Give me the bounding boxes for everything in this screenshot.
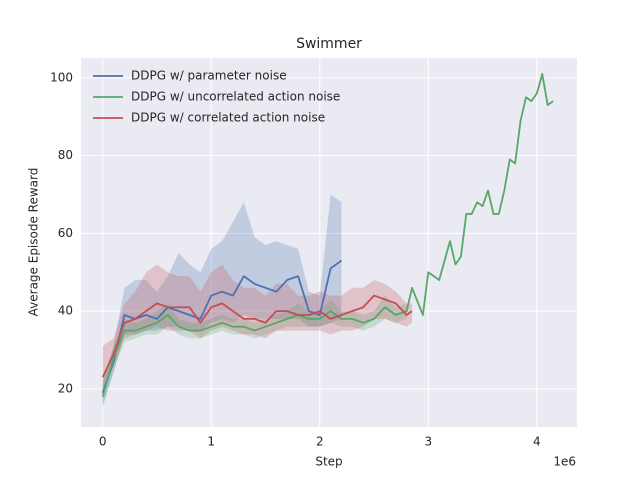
legend-label: DDPG w/ uncorrelated action noise [131,90,340,104]
line [101,259,343,394]
y-tick-label: 60 [58,226,73,240]
legend-label: DDPG w/ parameter noise [131,69,287,83]
x-tick-label: 1 [207,435,215,449]
chart-title: Swimmer [296,36,362,52]
confidence-band [102,264,413,389]
y-tick-label: 80 [58,148,73,162]
x-axis-label: Step [315,455,342,469]
line [101,73,554,397]
confidence-band [102,194,342,405]
confidence-band [102,295,407,409]
x-offset-label: 1e6 [553,455,576,469]
y-tick-label: 20 [58,381,73,395]
line [101,294,413,378]
x-tick-label: 3 [424,435,432,449]
y-tick-label: 100 [50,70,73,84]
x-tick-label: 0 [99,435,107,449]
legend-label: DDPG w/ correlated action noise [131,111,325,125]
x-tick-label: 4 [533,435,541,449]
y-tick-label: 40 [58,304,73,318]
plot-area [81,58,577,427]
x-tick-label: 2 [316,435,324,449]
y-axis-label: Average Episode Reward [27,168,41,317]
